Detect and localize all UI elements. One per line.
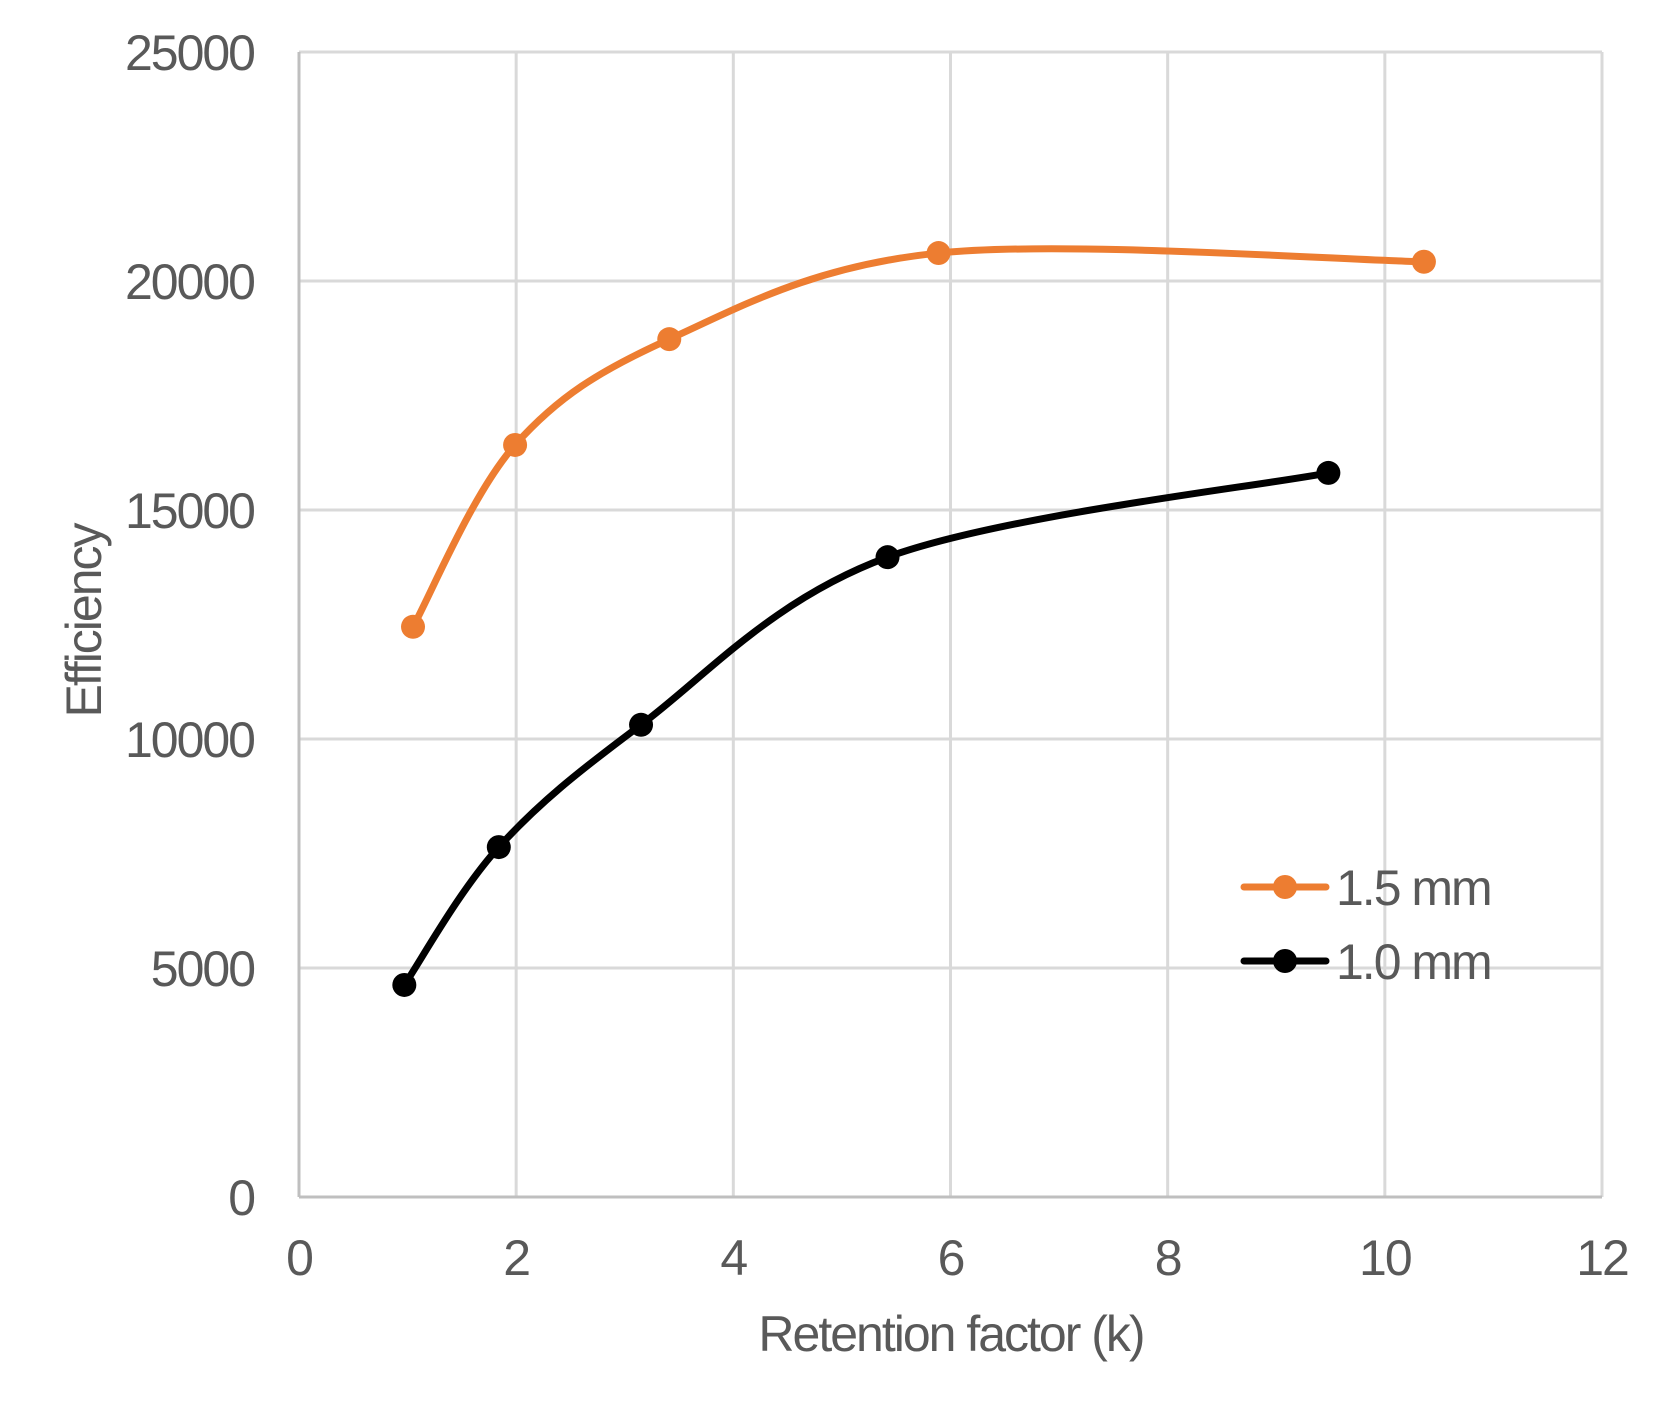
legend-marker-icon [1273, 875, 1297, 899]
x-tick-label: 4 [720, 1230, 747, 1286]
x-axis-title: Retention factor (k) [758, 1306, 1143, 1362]
y-axis-tick-labels: 0 5000 10000 15000 20000 25000 [125, 25, 256, 1226]
y-tick-label: 0 [228, 1170, 254, 1226]
gridlines [299, 50, 1604, 1197]
data-point-marker[interactable] [392, 972, 417, 997]
x-tick-label: 0 [286, 1230, 312, 1286]
axes [297, 52, 1602, 1199]
data-point-marker[interactable] [401, 614, 426, 639]
series-line [400, 469, 1332, 989]
y-axis-title: Efficiency [56, 522, 112, 717]
data-point-marker[interactable] [503, 432, 528, 457]
data-point-marker[interactable] [657, 327, 682, 352]
x-tick-label: 10 [1359, 1230, 1411, 1286]
data-point-marker[interactable] [875, 545, 900, 570]
legend-item-1-5mm[interactable]: 1.5 mm [1240, 860, 1493, 916]
data-point-marker[interactable] [926, 241, 951, 266]
data-point-marker[interactable] [1316, 460, 1341, 485]
data-point-marker[interactable] [629, 712, 654, 737]
data-series [392, 241, 1436, 997]
x-tick-label: 2 [503, 1230, 529, 1286]
x-axis-tick-labels: 0 2 4 6 8 10 12 [286, 1230, 1630, 1286]
y-tick-label: 25000 [125, 25, 254, 81]
legend-item-1-0mm[interactable]: 1.0 mm [1240, 934, 1493, 990]
y-tick-label: 20000 [125, 254, 254, 310]
series-1-5-mm [401, 241, 1436, 639]
data-point-marker[interactable] [1411, 249, 1436, 274]
data-point-marker[interactable] [486, 835, 511, 860]
legend-marker-icon [1273, 949, 1297, 973]
legend-label: 1.5 mm [1336, 860, 1491, 916]
y-tick-label: 10000 [125, 712, 254, 768]
series-1-0-mm [392, 460, 1341, 997]
x-tick-label: 12 [1576, 1230, 1628, 1286]
legend-label: 1.0 mm [1336, 934, 1491, 990]
x-tick-label: 6 [938, 1230, 964, 1286]
series-line [409, 245, 1428, 631]
y-tick-label: 15000 [125, 483, 254, 539]
legend: 1.5 mm 1.0 mm [1240, 860, 1493, 990]
y-tick-label: 5000 [151, 941, 254, 997]
x-tick-label: 8 [1155, 1230, 1181, 1286]
